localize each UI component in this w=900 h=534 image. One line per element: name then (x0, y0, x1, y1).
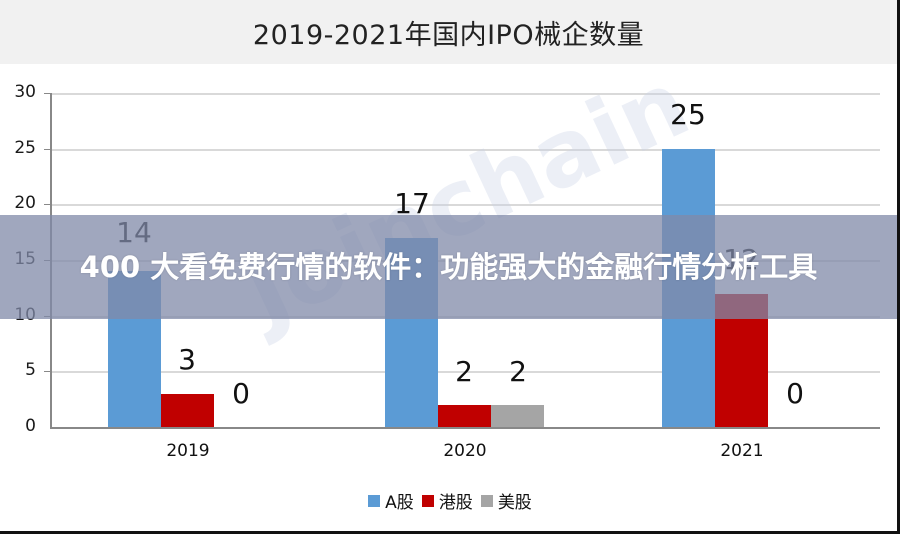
bar-label: 0 (232, 377, 250, 410)
y-tick-label: 5 (25, 360, 36, 380)
y-tick-label: 30 (14, 82, 36, 102)
y-tick (44, 204, 50, 205)
bar-label: 2 (509, 355, 527, 388)
y-tick (44, 93, 50, 94)
legend-swatch-icon (368, 494, 381, 507)
legend: A股 港股 美股 (0, 488, 900, 513)
gridline-30 (52, 93, 880, 95)
gridline-25 (52, 149, 880, 151)
article-title-banner: 400 大看免费行情的软件：功能强大的金融行情分析工具 (0, 215, 897, 319)
bar-label: 17 (394, 187, 430, 220)
bar-label: 25 (670, 98, 706, 131)
y-tick (44, 371, 50, 372)
y-tick (44, 149, 50, 150)
bar-2020-us-share (491, 405, 544, 427)
y-tick-label: 0 (25, 416, 36, 436)
y-tick-label: 25 (14, 138, 36, 158)
legend-item-us-share[interactable]: 美股 (480, 488, 532, 513)
gridline-20 (52, 204, 880, 206)
legend-item-a-share[interactable]: A股 (368, 488, 414, 513)
chart-title: 2019-2021年国内IPO械企数量 (0, 0, 897, 64)
bar-2020-hk-share (438, 405, 491, 427)
article-title: 400 大看免费行情的软件：功能强大的金融行情分析工具 (79, 250, 818, 284)
x-tick-label: 2021 (720, 441, 764, 461)
bar-2019-hk-share (161, 394, 214, 427)
x-tick-label: 2020 (443, 441, 487, 461)
x-tick-label: 2019 (166, 441, 210, 461)
legend-swatch-icon (480, 494, 493, 507)
bar-label: 3 (178, 343, 196, 376)
legend-swatch-icon (421, 494, 434, 507)
legend-label: A股 (385, 493, 414, 513)
x-axis (50, 427, 880, 429)
legend-label: 港股 (438, 493, 473, 513)
legend-label: 美股 (497, 493, 532, 513)
y-tick-label: 20 (14, 193, 36, 213)
legend-item-hk-share[interactable]: 港股 (421, 488, 473, 513)
bar-label: 0 (786, 377, 804, 410)
gridline-5 (52, 371, 880, 373)
bar-label: 2 (455, 355, 473, 388)
